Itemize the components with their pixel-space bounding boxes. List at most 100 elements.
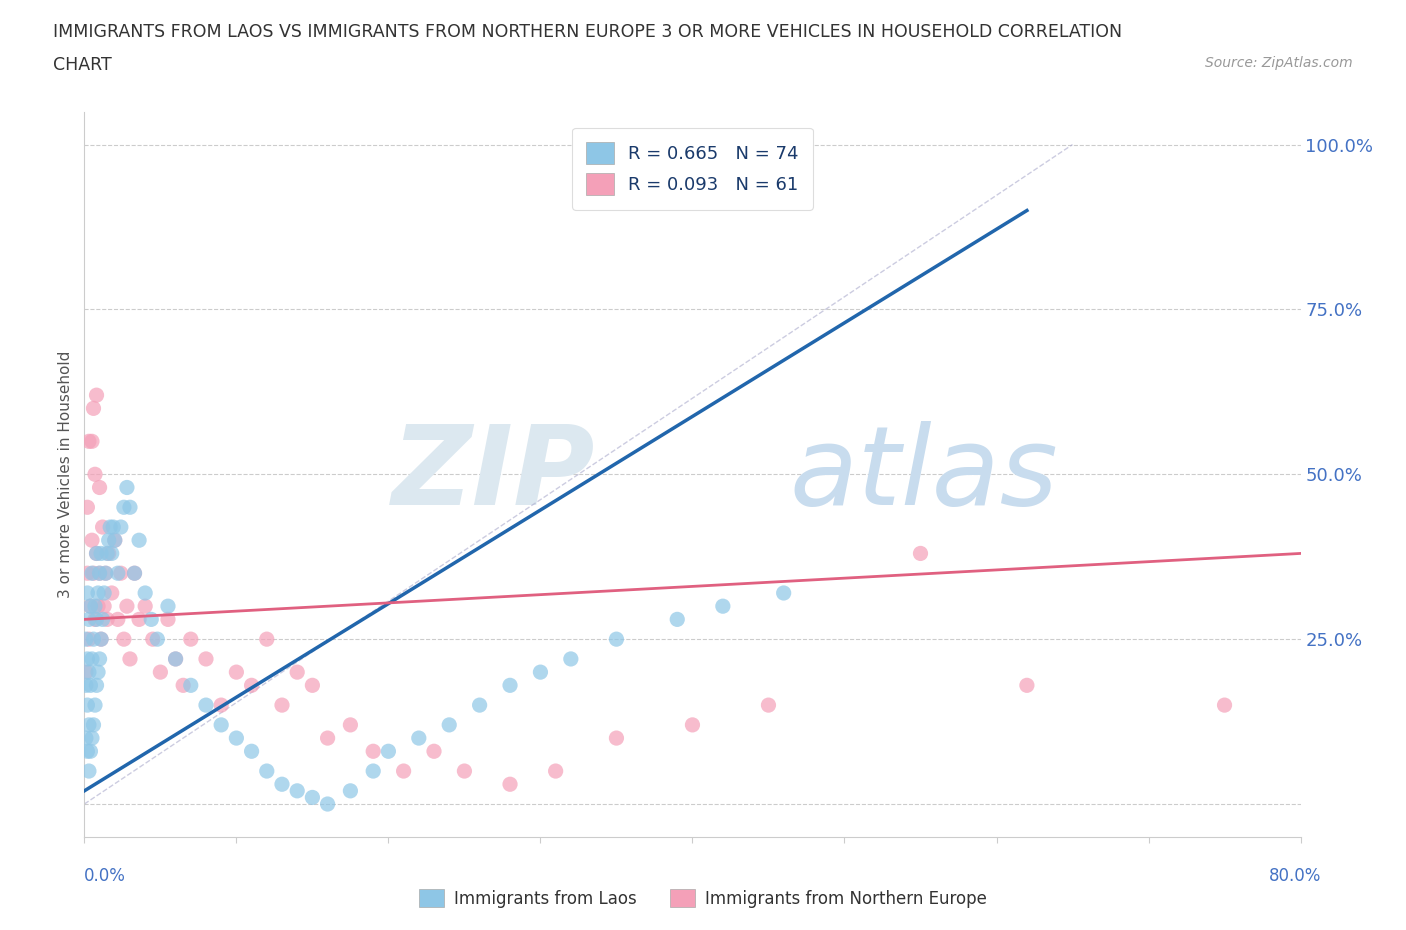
Point: [103, 520, 125, 535]
Point: [97, 533, 120, 548]
Point: [453, 764, 475, 778]
Point: [392, 764, 415, 778]
Point: [156, 599, 179, 614]
Point: [468, 698, 491, 712]
Point: [76, 652, 98, 667]
Point: [84, 599, 107, 614]
Point: [89, 565, 111, 580]
Text: Source: ZipAtlas.com: Source: ZipAtlas.com: [1205, 56, 1353, 70]
Point: [89, 480, 111, 495]
Text: IMMIGRANTS FROM LAOS VS IMMIGRANTS FROM NORTHERN EUROPE 3 OR MORE VEHICLES IN HO: IMMIGRANTS FROM LAOS VS IMMIGRANTS FROM …: [53, 23, 1122, 41]
Point: [240, 744, 263, 759]
Text: atlas: atlas: [790, 420, 1059, 528]
Point: [1015, 678, 1038, 693]
Point: [124, 565, 146, 580]
Point: [499, 678, 522, 693]
Point: [112, 499, 135, 514]
Point: [79, 678, 101, 693]
Point: [142, 631, 165, 646]
Point: [80, 565, 103, 580]
Point: [79, 599, 101, 614]
Point: [134, 586, 156, 601]
Point: [165, 652, 187, 667]
Point: [79, 599, 101, 614]
Point: [301, 790, 323, 804]
Point: [87, 599, 110, 614]
Point: [115, 480, 138, 495]
Point: [605, 731, 627, 746]
Point: [77, 434, 100, 449]
Point: [77, 764, 100, 778]
Point: [86, 388, 108, 403]
Point: [76, 586, 98, 601]
Y-axis label: 3 or more Vehicles in Household: 3 or more Vehicles in Household: [58, 351, 73, 598]
Text: CHART: CHART: [53, 56, 112, 73]
Point: [110, 520, 132, 535]
Point: [316, 731, 339, 746]
Point: [361, 744, 384, 759]
Point: [82, 717, 104, 732]
Point: [156, 612, 179, 627]
Point: [209, 698, 232, 712]
Point: [240, 678, 263, 693]
Point: [225, 665, 247, 680]
Point: [93, 586, 115, 601]
Point: [165, 652, 187, 667]
Point: [339, 717, 361, 732]
Point: [758, 698, 780, 712]
Point: [75, 678, 97, 693]
Point: [75, 631, 97, 646]
Point: [79, 744, 101, 759]
Point: [423, 744, 446, 759]
Point: [225, 731, 247, 746]
Point: [146, 631, 169, 646]
Point: [84, 698, 107, 712]
Point: [90, 546, 112, 561]
Point: [77, 717, 100, 732]
Point: [94, 565, 117, 580]
Point: [96, 612, 118, 627]
Point: [87, 665, 110, 680]
Legend: Immigrants from Laos, Immigrants from Northern Europe: Immigrants from Laos, Immigrants from No…: [412, 883, 994, 914]
Point: [96, 546, 118, 561]
Point: [115, 599, 138, 614]
Point: [86, 612, 108, 627]
Point: [86, 546, 108, 561]
Point: [682, 717, 704, 732]
Point: [301, 678, 323, 693]
Point: [256, 764, 278, 778]
Point: [544, 764, 567, 778]
Text: 80.0%: 80.0%: [1270, 868, 1322, 885]
Point: [91, 520, 114, 535]
Point: [118, 499, 141, 514]
Point: [77, 631, 100, 646]
Point: [1213, 698, 1236, 712]
Point: [499, 777, 522, 791]
Point: [110, 565, 132, 580]
Point: [87, 586, 110, 601]
Point: [772, 586, 794, 601]
Point: [98, 520, 121, 535]
Point: [439, 717, 461, 732]
Point: [82, 401, 104, 416]
Point: [377, 744, 399, 759]
Point: [124, 565, 146, 580]
Point: [75, 665, 97, 680]
Point: [84, 467, 107, 482]
Point: [80, 533, 103, 548]
Point: [256, 631, 278, 646]
Point: [91, 612, 114, 627]
Point: [93, 599, 115, 614]
Point: [76, 565, 98, 580]
Point: [149, 665, 172, 680]
Point: [76, 499, 98, 514]
Point: [141, 612, 163, 627]
Point: [90, 631, 112, 646]
Point: [666, 612, 689, 627]
Point: [910, 546, 932, 561]
Point: [408, 731, 430, 746]
Point: [104, 533, 127, 548]
Point: [209, 717, 232, 732]
Point: [86, 546, 108, 561]
Point: [82, 631, 104, 646]
